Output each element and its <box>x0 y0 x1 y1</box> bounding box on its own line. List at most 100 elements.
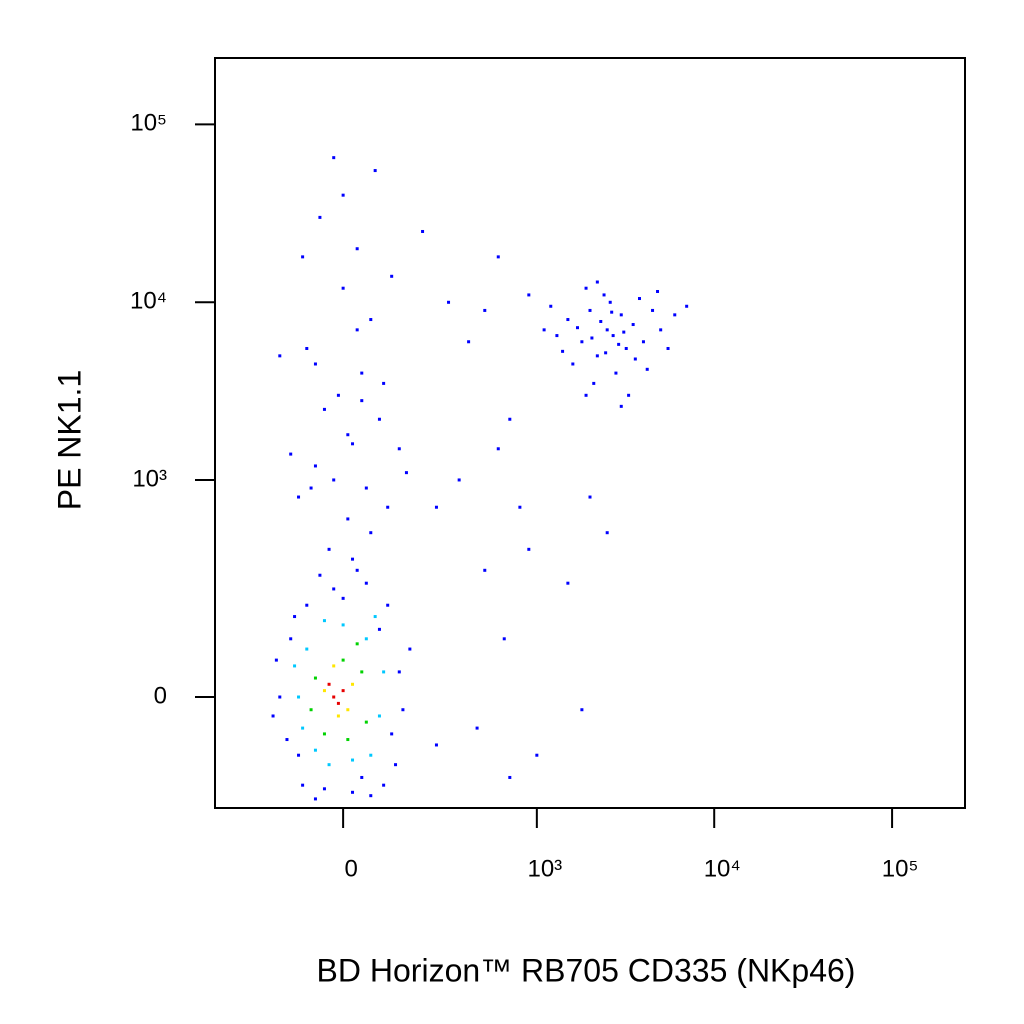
data-point <box>313 362 317 366</box>
data-point <box>382 670 386 674</box>
data-point <box>666 346 670 350</box>
data-point <box>305 603 309 607</box>
data-point <box>360 371 364 375</box>
data-point <box>571 362 575 366</box>
data-point <box>377 417 381 421</box>
data-point <box>382 783 386 787</box>
data-point <box>624 346 628 350</box>
data-point <box>673 313 677 317</box>
data-point <box>408 647 412 651</box>
x-tick-label: 10³ <box>527 855 562 882</box>
y-tick-label: 10⁴ <box>130 288 167 315</box>
plot-frame <box>214 57 966 809</box>
data-point <box>588 495 592 499</box>
data-point <box>584 286 588 290</box>
data-point <box>305 647 309 651</box>
data-point <box>313 464 317 468</box>
data-point <box>278 695 282 699</box>
x-tick-label: 10⁴ <box>704 855 741 882</box>
data-point <box>447 300 451 304</box>
data-point <box>611 334 615 338</box>
data-point <box>434 743 438 747</box>
data-point <box>390 732 394 736</box>
data-point <box>602 293 606 297</box>
data-point <box>637 297 641 301</box>
data-point <box>313 797 317 801</box>
data-point <box>401 708 405 712</box>
data-point <box>605 531 609 535</box>
x-tick-label: 10⁵ <box>882 855 919 882</box>
data-point <box>508 775 512 779</box>
y-axis-title: PE NK1.1 <box>51 370 87 511</box>
data-point <box>619 404 623 408</box>
data-point <box>322 787 326 791</box>
data-point <box>346 708 350 712</box>
data-point <box>355 568 359 572</box>
data-point <box>483 308 487 312</box>
data-point <box>351 557 355 561</box>
data-point <box>619 313 623 317</box>
data-point <box>610 310 614 314</box>
data-point <box>289 452 293 456</box>
data-point <box>332 664 336 668</box>
data-point <box>309 708 313 712</box>
data-point <box>341 623 345 627</box>
data-point <box>313 748 317 752</box>
data-point <box>369 318 373 322</box>
data-point <box>527 547 531 551</box>
data-point <box>301 255 305 259</box>
data-point <box>274 658 278 662</box>
data-point <box>305 346 309 350</box>
data-point <box>483 568 487 572</box>
data-point <box>327 763 331 767</box>
data-point <box>327 547 331 551</box>
data-point <box>364 637 368 641</box>
data-point <box>332 156 336 160</box>
data-point <box>327 682 331 686</box>
data-point <box>313 676 317 680</box>
data-point <box>336 701 340 705</box>
data-point <box>322 407 326 411</box>
data-point <box>318 573 322 577</box>
data-point <box>351 682 355 686</box>
data-point <box>351 758 355 762</box>
data-point <box>341 689 345 693</box>
data-point <box>309 486 313 490</box>
data-point <box>322 619 326 623</box>
data-point <box>360 670 364 674</box>
data-point <box>685 304 689 308</box>
data-point <box>346 517 350 521</box>
data-point <box>421 229 425 233</box>
data-point <box>373 615 377 619</box>
data-point <box>293 615 297 619</box>
data-point <box>614 371 618 375</box>
data-point <box>355 247 359 251</box>
data-point <box>561 349 565 353</box>
data-point <box>518 505 522 509</box>
data-point <box>549 304 553 308</box>
data-point <box>355 642 359 646</box>
data-point <box>566 581 570 585</box>
data-point <box>364 581 368 585</box>
data-point <box>535 753 539 757</box>
data-point <box>364 720 368 724</box>
y-tick-label: 0 <box>154 682 167 709</box>
data-point <box>355 328 359 332</box>
data-point <box>386 505 390 509</box>
data-point <box>542 328 546 332</box>
data-point <box>301 783 305 787</box>
data-point <box>404 471 408 475</box>
data-point <box>293 664 297 668</box>
data-point <box>336 714 340 718</box>
data-point <box>575 326 579 330</box>
data-point <box>278 354 282 358</box>
data-point <box>336 393 340 397</box>
data-point <box>496 255 500 259</box>
x-axis-title: BD Horizon™ RB705 CD335 (NKp46) <box>317 952 856 988</box>
data-point <box>641 340 645 344</box>
data-point <box>651 308 655 312</box>
data-point <box>297 495 301 499</box>
data-point <box>580 708 584 712</box>
data-point <box>285 738 289 742</box>
